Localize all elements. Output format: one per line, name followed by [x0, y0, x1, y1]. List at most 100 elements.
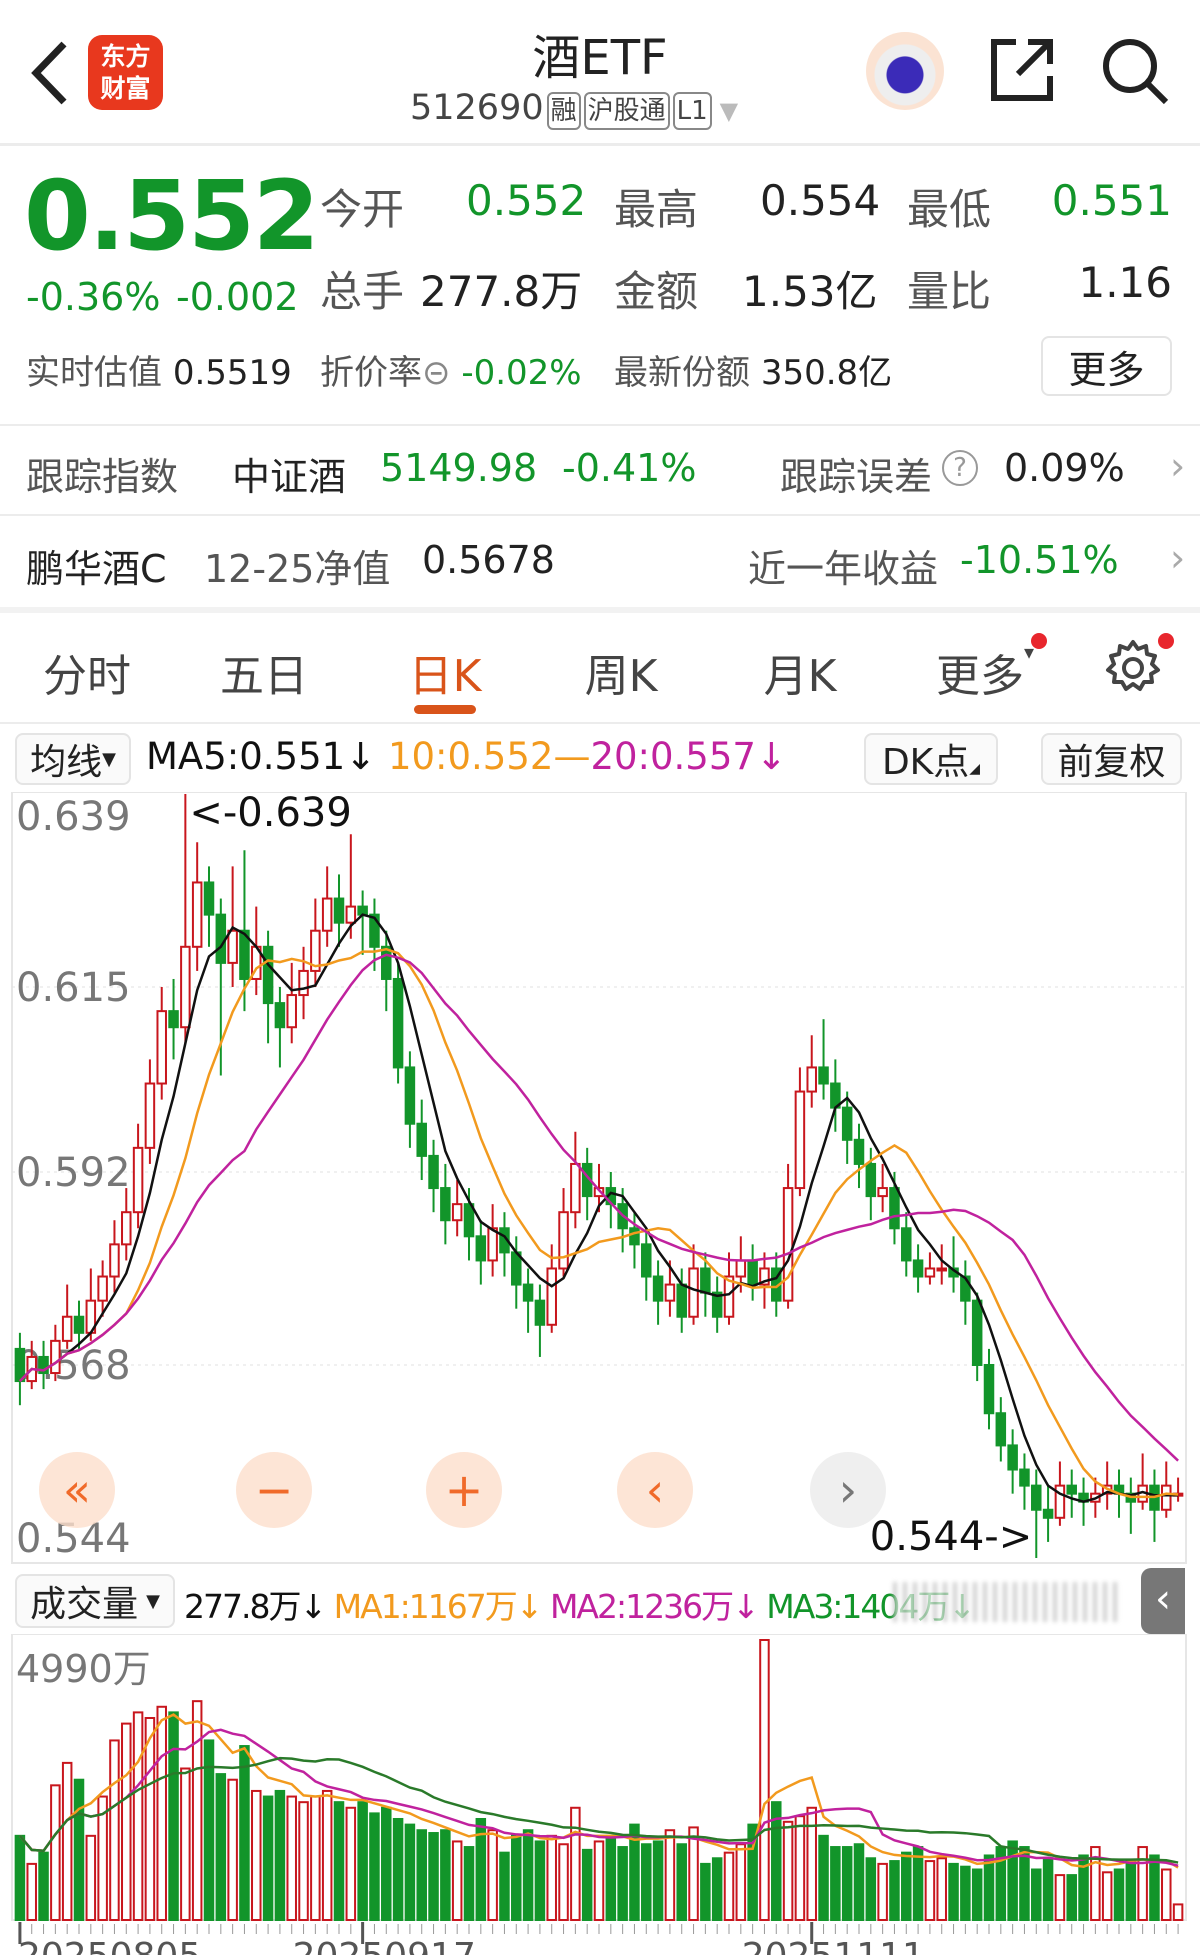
tab-weekly-k[interactable]: 周K: [584, 651, 658, 702]
volume-bar-down: [416, 1829, 427, 1921]
volume-ratio-value: 1.16: [1078, 258, 1172, 307]
candle-down: [215, 913, 227, 964]
volume-bar-up: [132, 1711, 144, 1922]
search-icon[interactable]: [1100, 36, 1170, 106]
volume-bar-down: [912, 1846, 924, 1921]
candle-up: [593, 1187, 605, 1198]
candle-up: [877, 1187, 888, 1198]
volume-bar-up: [1101, 1871, 1113, 1921]
candle-down: [818, 1066, 829, 1085]
volume-bar-up: [251, 1789, 262, 1921]
volume-bar-down: [1149, 1854, 1160, 1922]
scroll-left-button[interactable]: ‹: [617, 1452, 693, 1528]
volume-bar-down: [771, 1801, 782, 1921]
candle-down: [73, 1315, 85, 1334]
zoom-in-button[interactable]: +: [426, 1452, 502, 1528]
adjust-button[interactable]: 前复权: [1041, 733, 1182, 785]
volume-bar-up: [593, 1840, 605, 1921]
volume-bar-up: [180, 1767, 191, 1921]
back-button[interactable]: [28, 38, 72, 108]
candle-up: [688, 1267, 699, 1318]
help-icon: ?: [942, 450, 978, 486]
tab-monthly-k[interactable]: 月K: [763, 651, 837, 702]
indicator-selector[interactable]: 均线 ▼: [15, 733, 131, 785]
notification-dot: [1158, 633, 1174, 649]
volume-ma2-line: [18, 1728, 1179, 1867]
candle-up: [144, 1082, 156, 1149]
active-tab-indicator: [414, 705, 476, 714]
volume-bar-up: [558, 1843, 569, 1921]
candle-up: [156, 1010, 167, 1085]
candle-down: [676, 1283, 687, 1318]
volume-bar-down: [901, 1851, 912, 1921]
candle-up: [180, 945, 191, 1029]
settings-gear-icon[interactable]: [1104, 638, 1162, 696]
connect-badge: 沪股通: [583, 92, 670, 130]
tab-more[interactable]: 更多▾: [935, 640, 1035, 702]
volume-indicator-selector[interactable]: 成交量 ▼: [15, 1574, 175, 1628]
volume-label: 总手: [320, 267, 405, 316]
volume-bar-down: [605, 1834, 617, 1921]
code-line[interactable]: 512690 融沪股通 L1 ▼: [410, 88, 738, 130]
candle-down: [971, 1299, 983, 1366]
share-icon[interactable]: [988, 36, 1056, 104]
candle-down: [912, 1259, 924, 1278]
change-value: -0.002: [176, 275, 299, 319]
volume-bar-up: [97, 1795, 108, 1921]
more-button[interactable]: 更多: [1041, 336, 1172, 396]
candle-down: [428, 1154, 439, 1190]
collapse-panel-button[interactable]: ‹: [1141, 1568, 1185, 1634]
tracking-row[interactable]: 跟踪指数 中证酒 5149.98 -0.41% 跟踪误差 ? 0.09% ›: [26, 444, 1186, 499]
candle-down: [1042, 1508, 1054, 1519]
candle-up: [50, 1339, 61, 1375]
tab-five-day[interactable]: 五日: [220, 651, 308, 702]
dk-point-button[interactable]: DK点 ◢: [864, 733, 998, 785]
y-tick-label: 0.639: [16, 794, 131, 840]
robot-avatar-icon[interactable]: [866, 32, 944, 110]
candle-up: [451, 1203, 463, 1222]
volume-bar-down: [215, 1773, 227, 1921]
volume-bar-down: [381, 1806, 392, 1922]
back-icon: [31, 41, 67, 105]
iopv: 实时估值 0.5519: [26, 353, 292, 393]
page-title: 酒ETF: [532, 30, 668, 86]
zoom-out-button[interactable]: −: [236, 1452, 312, 1528]
volume-ma-values: 277.8万↓ MA1:1167万↓ MA2:1236万↓ MA3:1404万↓: [184, 1587, 976, 1626]
candle-down: [381, 945, 392, 980]
amount-label: 金额: [614, 267, 699, 316]
candle-down: [995, 1412, 1007, 1447]
volume-bar-up: [26, 1862, 37, 1921]
tab-intraday[interactable]: 分时: [43, 651, 131, 702]
scroll-right-button[interactable]: ›: [810, 1452, 886, 1528]
volume-bar-down: [534, 1840, 546, 1921]
candle-down: [239, 929, 250, 980]
candle-down: [865, 1162, 877, 1198]
candle-down: [333, 897, 345, 924]
scroll-left-fast-button[interactable]: «: [39, 1452, 115, 1528]
high-value: 0.554: [760, 176, 881, 225]
low-value: 0.551: [1051, 176, 1172, 225]
candle-down: [1031, 1484, 1042, 1511]
candle-up: [936, 1267, 947, 1272]
x-tick-label: 20250805: [18, 1936, 201, 1955]
last-price: 0.552: [24, 160, 320, 272]
tab-daily-k[interactable]: 日K: [408, 651, 482, 702]
volume-bar-up: [451, 1840, 463, 1921]
discount[interactable]: 折价率⊝ -0.02%: [320, 353, 582, 393]
volume-bar-down: [274, 1789, 286, 1921]
candle-down: [262, 945, 274, 1005]
volume-bar-up: [936, 1857, 947, 1921]
volume-bar-down: [641, 1843, 652, 1921]
volume-bar-down: [1042, 1857, 1054, 1921]
volume-bar-down: [1019, 1846, 1030, 1921]
volume-bar-up: [286, 1795, 297, 1921]
volume-bar-up: [546, 1834, 557, 1921]
candle-up: [321, 897, 333, 932]
volume-bar-down: [511, 1834, 522, 1921]
fund-row[interactable]: 鹏华酒C 12-25净值 0.5678 近一年收益 -10.51% ›: [26, 536, 1186, 591]
volume-bar-down: [428, 1832, 439, 1921]
candle-down: [463, 1203, 475, 1238]
candle-down: [652, 1275, 664, 1302]
volume-bar-down: [960, 1865, 971, 1922]
